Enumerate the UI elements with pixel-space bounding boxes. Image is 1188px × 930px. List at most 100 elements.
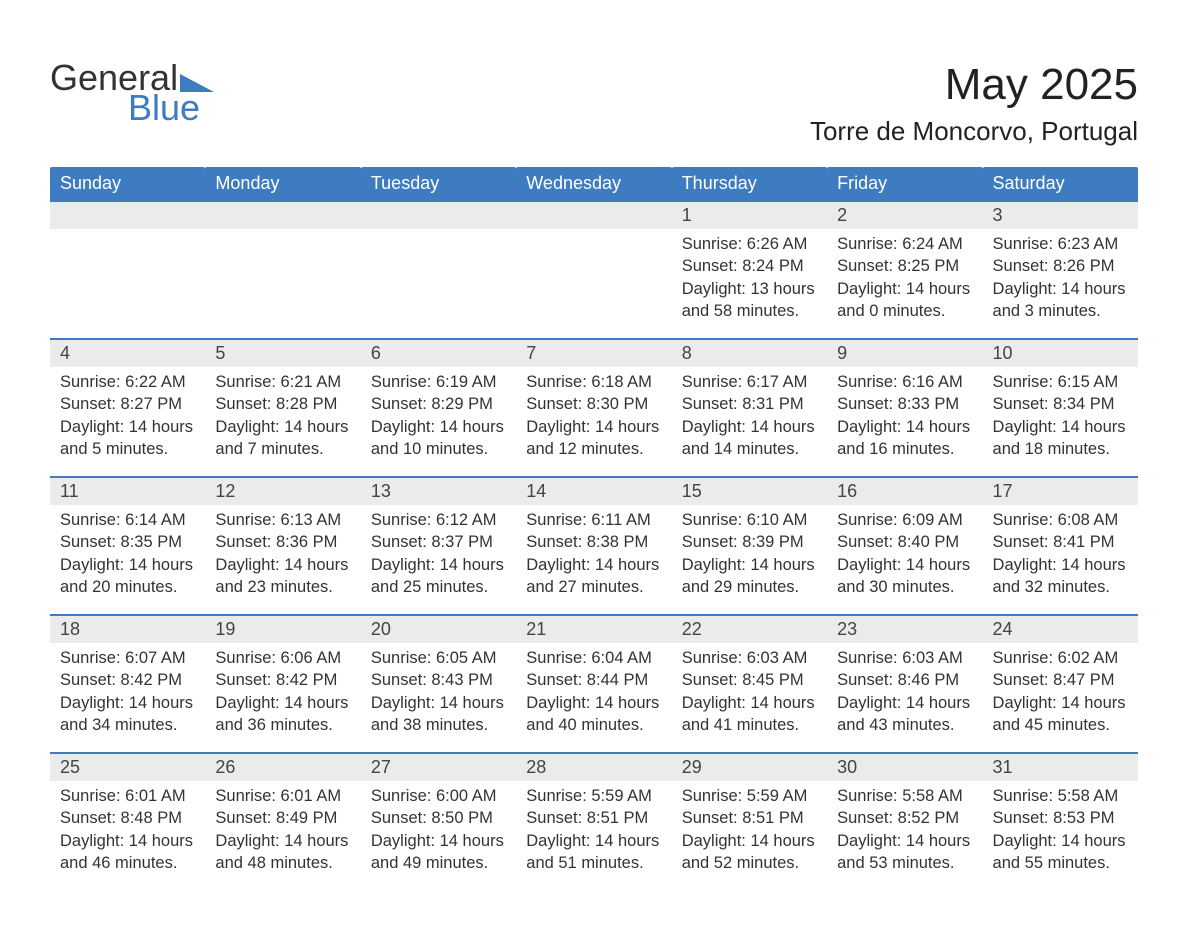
daylight-line-1: Daylight: 14 hours [837,278,972,300]
daylight-line-2: and 16 minutes. [837,438,972,460]
daylight-line-1: Daylight: 14 hours [837,692,972,714]
day-details: Sunrise: 6:11 AMSunset: 8:38 PMDaylight:… [516,505,671,604]
daylight-line-1: Daylight: 14 hours [682,830,817,852]
sunrise-text: Sunrise: 5:58 AM [993,785,1128,807]
day-number: 29 [672,754,827,781]
calendar-table: SundayMondayTuesdayWednesdayThursdayFrid… [50,167,1138,890]
daylight-line-2: and 48 minutes. [215,852,350,874]
daylight-line-2: and 43 minutes. [837,714,972,736]
calendar-cell: 10Sunrise: 6:15 AMSunset: 8:34 PMDayligh… [983,338,1138,476]
calendar-cell: 29Sunrise: 5:59 AMSunset: 8:51 PMDayligh… [672,752,827,890]
sunset-text: Sunset: 8:31 PM [682,393,817,415]
day-details: Sunrise: 6:17 AMSunset: 8:31 PMDaylight:… [672,367,827,466]
sunset-text: Sunset: 8:43 PM [371,669,506,691]
calendar-cell: 25Sunrise: 6:01 AMSunset: 8:48 PMDayligh… [50,752,205,890]
daylight-line-1: Daylight: 14 hours [682,692,817,714]
day-details: Sunrise: 6:15 AMSunset: 8:34 PMDaylight:… [983,367,1138,466]
sunset-text: Sunset: 8:39 PM [682,531,817,553]
day-details: Sunrise: 6:13 AMSunset: 8:36 PMDaylight:… [205,505,360,604]
daylight-line-2: and 25 minutes. [371,576,506,598]
daylight-line-2: and 49 minutes. [371,852,506,874]
calendar-cell: 5Sunrise: 6:21 AMSunset: 8:28 PMDaylight… [205,338,360,476]
sunset-text: Sunset: 8:33 PM [837,393,972,415]
day-number: 16 [827,478,982,505]
sunset-text: Sunset: 8:42 PM [215,669,350,691]
sunrise-text: Sunrise: 6:22 AM [60,371,195,393]
day-details: Sunrise: 6:12 AMSunset: 8:37 PMDaylight:… [361,505,516,604]
day-details: Sunrise: 5:59 AMSunset: 8:51 PMDaylight:… [516,781,671,880]
title-block: May 2025 Torre de Moncorvo, Portugal [810,60,1138,147]
day-number: 25 [50,754,205,781]
sunrise-text: Sunrise: 6:05 AM [371,647,506,669]
calendar-week-row: 18Sunrise: 6:07 AMSunset: 8:42 PMDayligh… [50,614,1138,752]
day-details: Sunrise: 6:23 AMSunset: 8:26 PMDaylight:… [983,229,1138,328]
day-number: 2 [827,202,982,229]
calendar-cell: 17Sunrise: 6:08 AMSunset: 8:41 PMDayligh… [983,476,1138,614]
sunrise-text: Sunrise: 6:16 AM [837,371,972,393]
calendar-cell: 2Sunrise: 6:24 AMSunset: 8:25 PMDaylight… [827,200,982,338]
daylight-line-1: Daylight: 14 hours [993,692,1128,714]
day-number: 6 [361,340,516,367]
daylight-line-2: and 18 minutes. [993,438,1128,460]
calendar-cell: 4Sunrise: 6:22 AMSunset: 8:27 PMDaylight… [50,338,205,476]
day-number: 31 [983,754,1138,781]
day-number: 27 [361,754,516,781]
day-details: Sunrise: 6:24 AMSunset: 8:25 PMDaylight:… [827,229,982,328]
daylight-line-1: Daylight: 14 hours [837,554,972,576]
day-number: 8 [672,340,827,367]
day-number: 13 [361,478,516,505]
day-number: 5 [205,340,360,367]
calendar-week-row: 25Sunrise: 6:01 AMSunset: 8:48 PMDayligh… [50,752,1138,890]
day-number: 7 [516,340,671,367]
weekday-header: Tuesday [361,167,516,200]
daylight-line-2: and 7 minutes. [215,438,350,460]
sunrise-text: Sunrise: 6:01 AM [215,785,350,807]
daylight-line-1: Daylight: 14 hours [215,692,350,714]
sunset-text: Sunset: 8:41 PM [993,531,1128,553]
calendar-cell: 28Sunrise: 5:59 AMSunset: 8:51 PMDayligh… [516,752,671,890]
sunrise-text: Sunrise: 6:26 AM [682,233,817,255]
daylight-line-1: Daylight: 14 hours [993,554,1128,576]
daylight-line-1: Daylight: 13 hours [682,278,817,300]
day-number: 26 [205,754,360,781]
daylight-line-2: and 32 minutes. [993,576,1128,598]
daylight-line-1: Daylight: 14 hours [371,554,506,576]
sunrise-text: Sunrise: 6:11 AM [526,509,661,531]
sunrise-text: Sunrise: 6:06 AM [215,647,350,669]
daylight-line-1: Daylight: 14 hours [993,830,1128,852]
day-details: Sunrise: 6:19 AMSunset: 8:29 PMDaylight:… [361,367,516,466]
sunrise-text: Sunrise: 6:03 AM [837,647,972,669]
day-number: 22 [672,616,827,643]
calendar-cell: 20Sunrise: 6:05 AMSunset: 8:43 PMDayligh… [361,614,516,752]
sunrise-text: Sunrise: 6:03 AM [682,647,817,669]
daylight-line-1: Daylight: 14 hours [60,692,195,714]
daylight-line-2: and 10 minutes. [371,438,506,460]
location-subtitle: Torre de Moncorvo, Portugal [810,116,1138,147]
sunrise-text: Sunrise: 6:23 AM [993,233,1128,255]
calendar-cell: 21Sunrise: 6:04 AMSunset: 8:44 PMDayligh… [516,614,671,752]
day-details: Sunrise: 6:21 AMSunset: 8:28 PMDaylight:… [205,367,360,466]
day-details: Sunrise: 6:00 AMSunset: 8:50 PMDaylight:… [361,781,516,880]
calendar-cell: 23Sunrise: 6:03 AMSunset: 8:46 PMDayligh… [827,614,982,752]
day-number: 12 [205,478,360,505]
calendar-cell: 14Sunrise: 6:11 AMSunset: 8:38 PMDayligh… [516,476,671,614]
day-details: Sunrise: 6:08 AMSunset: 8:41 PMDaylight:… [983,505,1138,604]
day-details: Sunrise: 6:26 AMSunset: 8:24 PMDaylight:… [672,229,827,328]
daylight-line-2: and 58 minutes. [682,300,817,322]
daylight-line-1: Daylight: 14 hours [215,554,350,576]
daylight-line-2: and 12 minutes. [526,438,661,460]
daylight-line-1: Daylight: 14 hours [526,830,661,852]
daylight-line-2: and 36 minutes. [215,714,350,736]
sunrise-text: Sunrise: 6:10 AM [682,509,817,531]
calendar-cell [361,200,516,338]
calendar-cell: 7Sunrise: 6:18 AMSunset: 8:30 PMDaylight… [516,338,671,476]
daylight-line-1: Daylight: 14 hours [682,416,817,438]
day-number: 10 [983,340,1138,367]
sunrise-text: Sunrise: 6:19 AM [371,371,506,393]
day-number: 15 [672,478,827,505]
sunrise-text: Sunrise: 5:59 AM [682,785,817,807]
sunset-text: Sunset: 8:47 PM [993,669,1128,691]
daylight-line-1: Daylight: 14 hours [60,830,195,852]
sunrise-text: Sunrise: 6:18 AM [526,371,661,393]
daylight-line-2: and 45 minutes. [993,714,1128,736]
